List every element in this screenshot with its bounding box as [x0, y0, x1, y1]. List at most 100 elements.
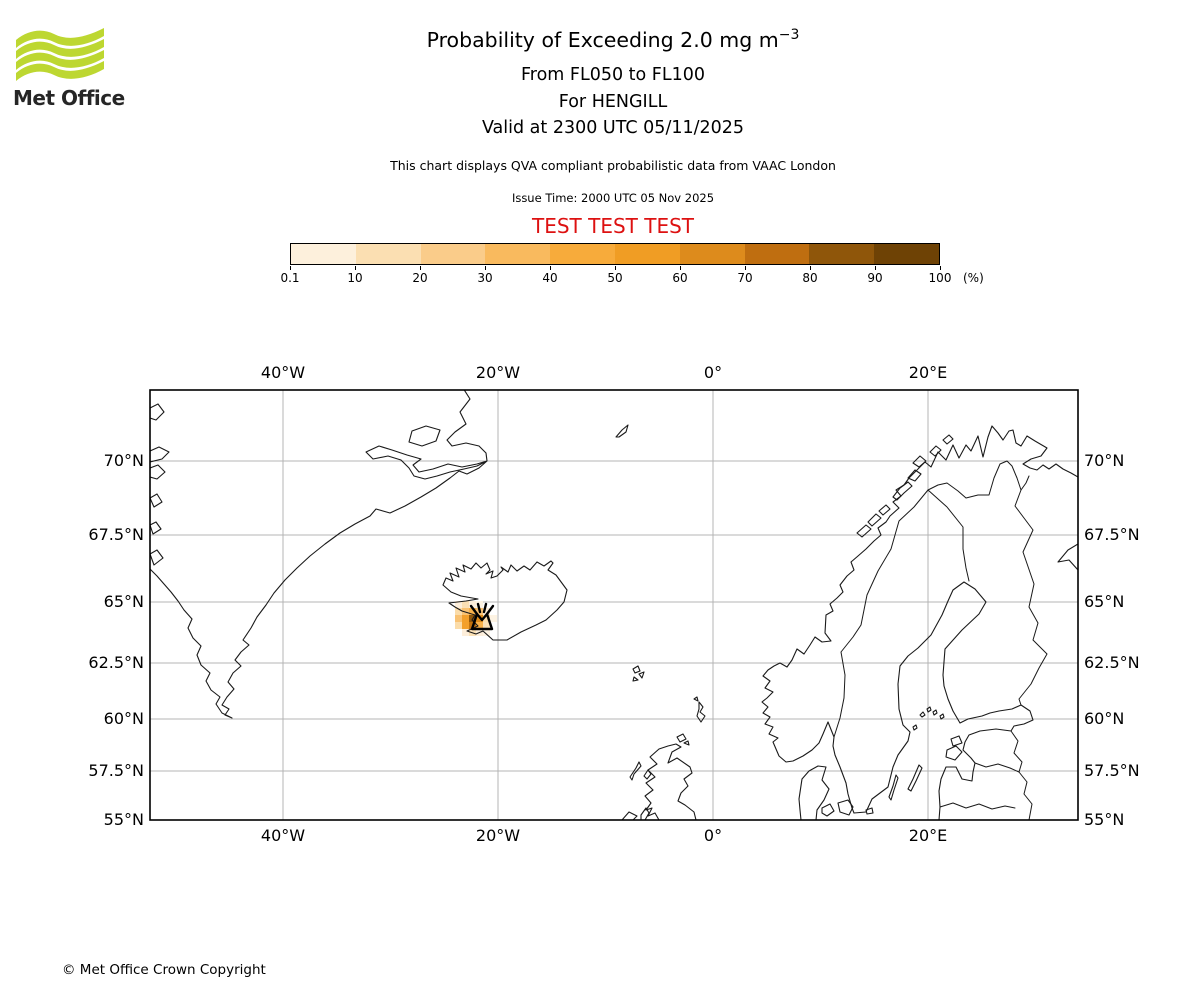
lon-label-top: 20°E: [908, 363, 948, 382]
lat-label-left: 62.5°N: [88, 653, 144, 672]
coastlines: [150, 390, 1078, 820]
copyright-text: © Met Office Crown Copyright: [62, 962, 266, 978]
title-exponent: −3: [778, 27, 800, 43]
coastline-orkney: [676, 733, 690, 746]
ash-cell: [462, 615, 469, 622]
colorbar-segment: [614, 244, 680, 264]
colorbar-unit-label: (%): [963, 271, 984, 285]
coastline-gotland-oland: [888, 764, 923, 801]
colorbar-tick-label: 100: [928, 271, 952, 285]
ash-cell: [462, 629, 469, 636]
coastline-aland: [912, 706, 945, 731]
coastline-scotland: [621, 743, 697, 820]
lon-label-bottom: 20°W: [475, 826, 521, 845]
met-office-logo-icon: [16, 28, 104, 81]
colorbar-tick: [810, 266, 811, 270]
colorbar-segment: [679, 244, 745, 264]
colorbar-segment: [485, 244, 551, 264]
lat-label-left: 60°N: [103, 709, 144, 728]
coastline-jan-mayen: [615, 424, 629, 438]
colorbar-segment: [420, 244, 486, 264]
lat-label-left: 55°N: [103, 810, 144, 829]
subtitle-block: From FL050 to FL100 For HENGILL Valid at…: [26, 62, 1200, 142]
colorbar-segment: [809, 244, 875, 264]
colorbar-tick: [745, 266, 746, 270]
lat-label-left: 57.5°N: [88, 761, 144, 780]
colorbar-tick-label: 90: [867, 271, 883, 285]
colorbar-segment: [550, 244, 615, 264]
map-gridlines: [150, 390, 1078, 820]
colorbar-tick-label: 40: [542, 271, 558, 285]
coastline-greenland: [150, 390, 488, 719]
subtitle-flight-levels: From FL050 to FL100: [520, 65, 706, 85]
lat-label-right: 57.5°N: [1084, 761, 1140, 780]
ash-cell: [462, 622, 469, 629]
ash-cell: [469, 608, 476, 615]
colorbar-tick-label: 70: [737, 271, 753, 285]
coastline-iceland: [442, 560, 568, 641]
lat-label-left: 67.5°N: [88, 525, 144, 544]
lat-label-left: 65°N: [103, 592, 144, 611]
coastline-hebrides: [629, 761, 652, 781]
ash-cell: [455, 622, 462, 629]
qva-note: This chart displays QVA compliant probab…: [390, 158, 836, 173]
coastline-faroes: [632, 665, 645, 682]
ash-cell: [483, 622, 490, 629]
lat-label-right: 62.5°N: [1084, 653, 1140, 672]
colorbar: [290, 243, 940, 265]
lon-label-bottom: 40°W: [260, 826, 306, 845]
lat-label-right: 70°N: [1084, 451, 1125, 470]
ash-cell: [462, 608, 469, 615]
colorbar-segment: [355, 244, 421, 264]
colorbar-segment: [291, 244, 356, 264]
coastline-milne-land: [408, 425, 441, 447]
colorbar-tick-label: 20: [412, 271, 428, 285]
ash-cell: [455, 608, 462, 615]
lat-label-right: 65°N: [1084, 592, 1125, 611]
coastline-estonian-islands: [945, 735, 963, 761]
colorbar-tick: [355, 266, 356, 270]
ash-cell: [483, 615, 490, 622]
colorbar-tick: [680, 266, 681, 270]
ash-cell: [476, 622, 483, 629]
colorbar-tick: [615, 266, 616, 270]
colorbar-tick: [485, 266, 486, 270]
coastline-shetland: [693, 696, 706, 723]
lat-label-right: 60°N: [1084, 709, 1125, 728]
test-banner: TEST TEST TEST: [531, 214, 694, 238]
lat-label-left: 70°N: [103, 451, 144, 470]
ash-cell: [483, 629, 490, 636]
lat-label-right: 55°N: [1084, 810, 1125, 829]
colorbar-tick: [875, 266, 876, 270]
colorbar-segment: [744, 244, 810, 264]
coastline-norway: [761, 425, 1078, 814]
lon-label-bottom: 20°E: [908, 826, 948, 845]
lon-label-bottom: 0°: [703, 826, 723, 845]
subtitle-volcano: For HENGILL: [558, 91, 668, 112]
country-borders: [833, 460, 1048, 820]
lon-label-top: 0°: [703, 363, 723, 382]
coastline-denmark: [798, 765, 874, 820]
lon-label-top: 20°W: [475, 363, 521, 382]
colorbar-tick: [550, 266, 551, 270]
coastline-baltic: [853, 581, 1034, 820]
volcano-marker-icon: [469, 602, 495, 631]
coastline-norway-islands: [856, 434, 954, 538]
issue-time: Issue Time: 2000 UTC 05 Nov 2025: [511, 191, 715, 205]
lon-label-top: 40°W: [260, 363, 306, 382]
ash-cell: [490, 615, 497, 622]
colorbar-tick-label: 30: [477, 271, 493, 285]
colorbar-tick-label: 0.1: [280, 271, 300, 285]
colorbar-tick-label: 50: [607, 271, 623, 285]
page-title: Probability of Exceeding 2.0 mg m−3: [26, 27, 1200, 52]
ash-cell: [483, 608, 490, 615]
colorbar-tick-label: 80: [802, 271, 818, 285]
colorbar-tick: [290, 266, 291, 270]
colorbar-tick-label: 10: [347, 271, 363, 285]
colorbar-tick: [420, 266, 421, 270]
title-main: Probability of Exceeding 2.0 mg m: [426, 27, 779, 52]
colorbar-tick-label: 60: [672, 271, 688, 285]
ash-cell: [476, 601, 483, 608]
